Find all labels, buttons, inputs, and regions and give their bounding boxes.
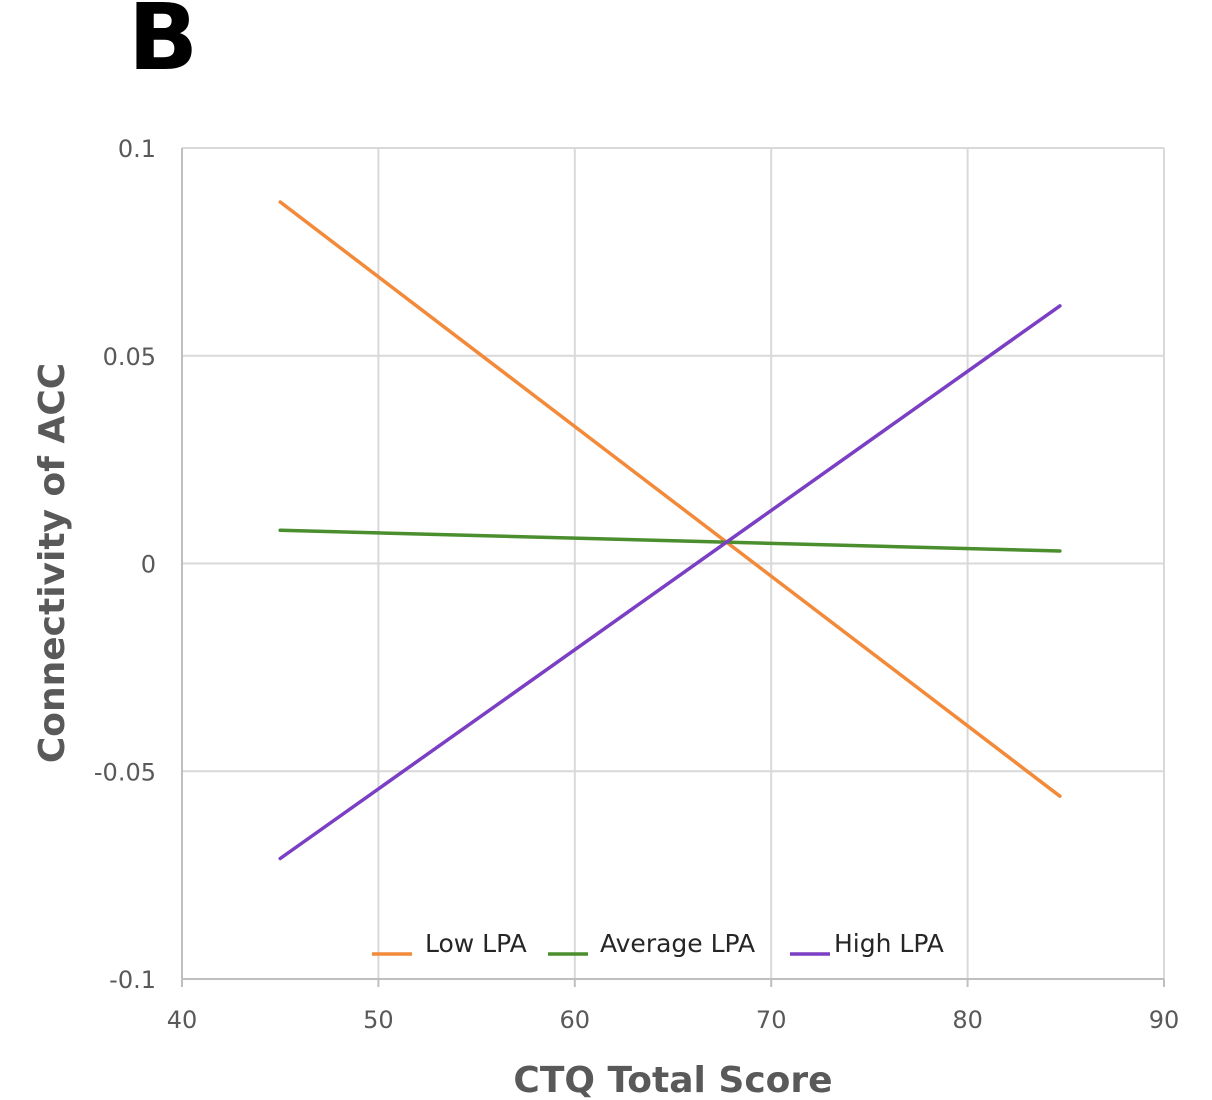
panel-label: B bbox=[128, 0, 199, 91]
legend: Low LPA Average LPA High LPA bbox=[372, 929, 944, 958]
y-tick-label: -0.1 bbox=[109, 966, 156, 994]
y-axis-title: Connectivity of ACC bbox=[32, 363, 73, 763]
x-tick-label: 90 bbox=[1149, 1006, 1180, 1034]
x-axis-title: CTQ Total Score bbox=[513, 1060, 832, 1100]
series-line-low-lpa bbox=[278, 200, 1062, 798]
legend-label: Average LPA bbox=[600, 929, 755, 958]
axes bbox=[181, 148, 1165, 987]
x-tick-labels: 40 50 60 70 80 90 bbox=[167, 1006, 1180, 1034]
x-tick-label: 70 bbox=[756, 1006, 787, 1034]
y-tick-label: -0.05 bbox=[94, 758, 156, 786]
series-lines bbox=[278, 200, 1062, 861]
y-tick-label: 0 bbox=[141, 551, 156, 579]
x-tick-label: 40 bbox=[167, 1006, 198, 1034]
series-line-high-lpa bbox=[278, 304, 1062, 861]
legend-label: Low LPA bbox=[425, 929, 527, 958]
y-tick-label: 0.1 bbox=[118, 135, 156, 163]
x-tick-label: 80 bbox=[952, 1006, 983, 1034]
series-line-average-lpa bbox=[278, 528, 1062, 553]
x-tick-label: 60 bbox=[560, 1006, 591, 1034]
x-tick-label: 50 bbox=[363, 1006, 394, 1034]
y-tick-label: 0.05 bbox=[103, 343, 156, 371]
y-tick-labels: 0.1 0.05 0 -0.05 -0.1 bbox=[94, 135, 156, 994]
legend-label: High LPA bbox=[834, 929, 944, 958]
grid-lines bbox=[182, 147, 1165, 979]
